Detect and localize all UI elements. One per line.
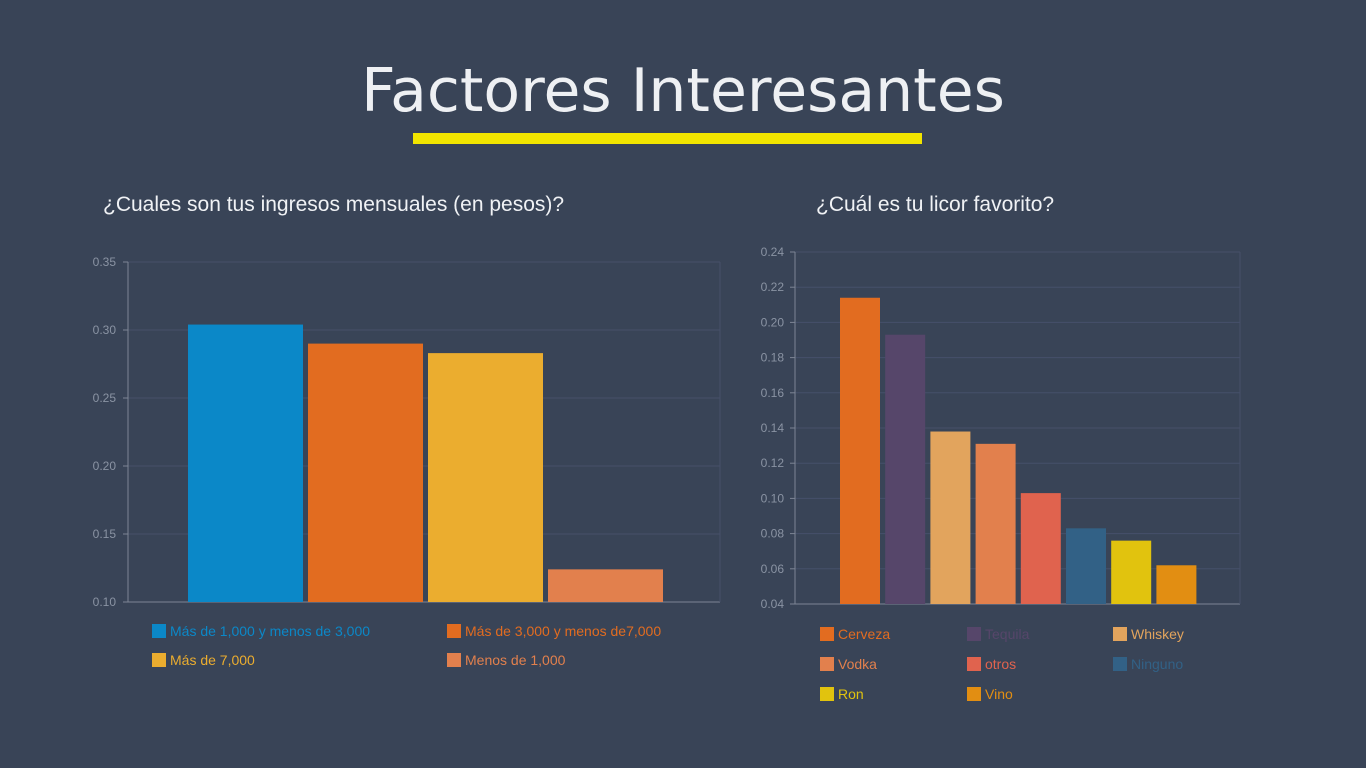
y-tick-label: 0.20 <box>93 459 117 473</box>
legend-label: Whiskey <box>1131 626 1184 642</box>
y-tick-label: 0.10 <box>761 491 785 505</box>
legend-swatch <box>967 687 981 701</box>
legend-swatch <box>820 657 834 671</box>
bar-ninguno[interactable] <box>1066 528 1106 604</box>
legend-label: Vodka <box>838 656 877 672</box>
legend-label: Cerveza <box>838 626 891 642</box>
legend-swatch <box>447 624 461 638</box>
bar-whiskey[interactable] <box>930 431 971 604</box>
bar-m-s-de-7-000[interactable] <box>428 353 543 602</box>
y-tick-label: 0.06 <box>761 562 785 576</box>
legend-swatch <box>820 627 834 641</box>
legend-swatch <box>1113 657 1127 671</box>
y-tick-label: 0.20 <box>761 315 785 329</box>
legend-label: Más de 1,000 y menos de 3,000 <box>170 623 371 639</box>
legend-swatch <box>447 653 461 667</box>
legend-swatch <box>152 653 166 667</box>
legend-swatch <box>1113 627 1127 641</box>
y-tick-label: 0.24 <box>761 245 785 259</box>
liquor-chart-title: ¿Cuál es tu licor favorito? <box>816 193 1055 216</box>
slide-title: Factores Interesantes <box>361 56 1005 126</box>
y-tick-label: 0.15 <box>93 527 117 541</box>
y-tick-label: 0.35 <box>93 255 117 269</box>
y-tick-label: 0.30 <box>93 323 117 337</box>
y-tick-label: 0.08 <box>761 527 785 541</box>
legend-label: Menos de 1,000 <box>465 652 566 668</box>
legend-label: Tequila <box>985 626 1030 642</box>
y-tick-label: 0.16 <box>761 386 785 400</box>
bar-tequila[interactable] <box>885 334 926 604</box>
y-tick-label: 0.12 <box>761 456 785 470</box>
income-bar-chart: 0.10 0.15 0.20 0.25 0.30 0.35 <box>93 255 721 609</box>
bar-otros[interactable] <box>1020 493 1061 604</box>
y-tick-label: 0.25 <box>93 391 117 405</box>
legend-label: Más de 3,000 y menos de7,000 <box>465 623 662 639</box>
bar-menos-de-1-000[interactable] <box>548 569 663 602</box>
liquor-bar-chart: 0.04 0.06 0.08 0.10 0.12 0.14 0.16 0.18 0.20 0.22… <box>761 245 1241 611</box>
y-tick-label: 0.10 <box>93 595 117 609</box>
bar-vodka[interactable] <box>975 443 1016 604</box>
legend-label: otros <box>985 656 1017 672</box>
legend-swatch <box>967 627 981 641</box>
income-chart-title: ¿Cuales son tus ingresos mensuales (en p… <box>103 193 565 216</box>
bar-m-s-de-1-000-y-menos-de-3-000[interactable] <box>188 324 303 602</box>
legend-swatch <box>967 657 981 671</box>
bar-vino[interactable] <box>1156 565 1197 604</box>
y-tick-label: 0.14 <box>761 421 785 435</box>
bar-cerveza[interactable] <box>840 297 880 604</box>
legend-swatch <box>820 687 834 701</box>
y-tick-label: 0.18 <box>761 351 785 365</box>
legend-label: Ron <box>838 686 864 702</box>
y-tick-label: 0.22 <box>761 280 785 294</box>
title-underline <box>413 133 922 144</box>
y-tick-label: 0.04 <box>761 597 785 611</box>
bar-ron[interactable] <box>1111 540 1152 604</box>
legend-label: Ninguno <box>1131 656 1184 672</box>
legend-label: Más de 7,000 <box>170 652 255 668</box>
bar-m-s-de-3-000-y-menos-de7-000[interactable] <box>308 343 423 602</box>
legend-label: Vino <box>985 686 1013 702</box>
legend-swatch <box>152 624 166 638</box>
